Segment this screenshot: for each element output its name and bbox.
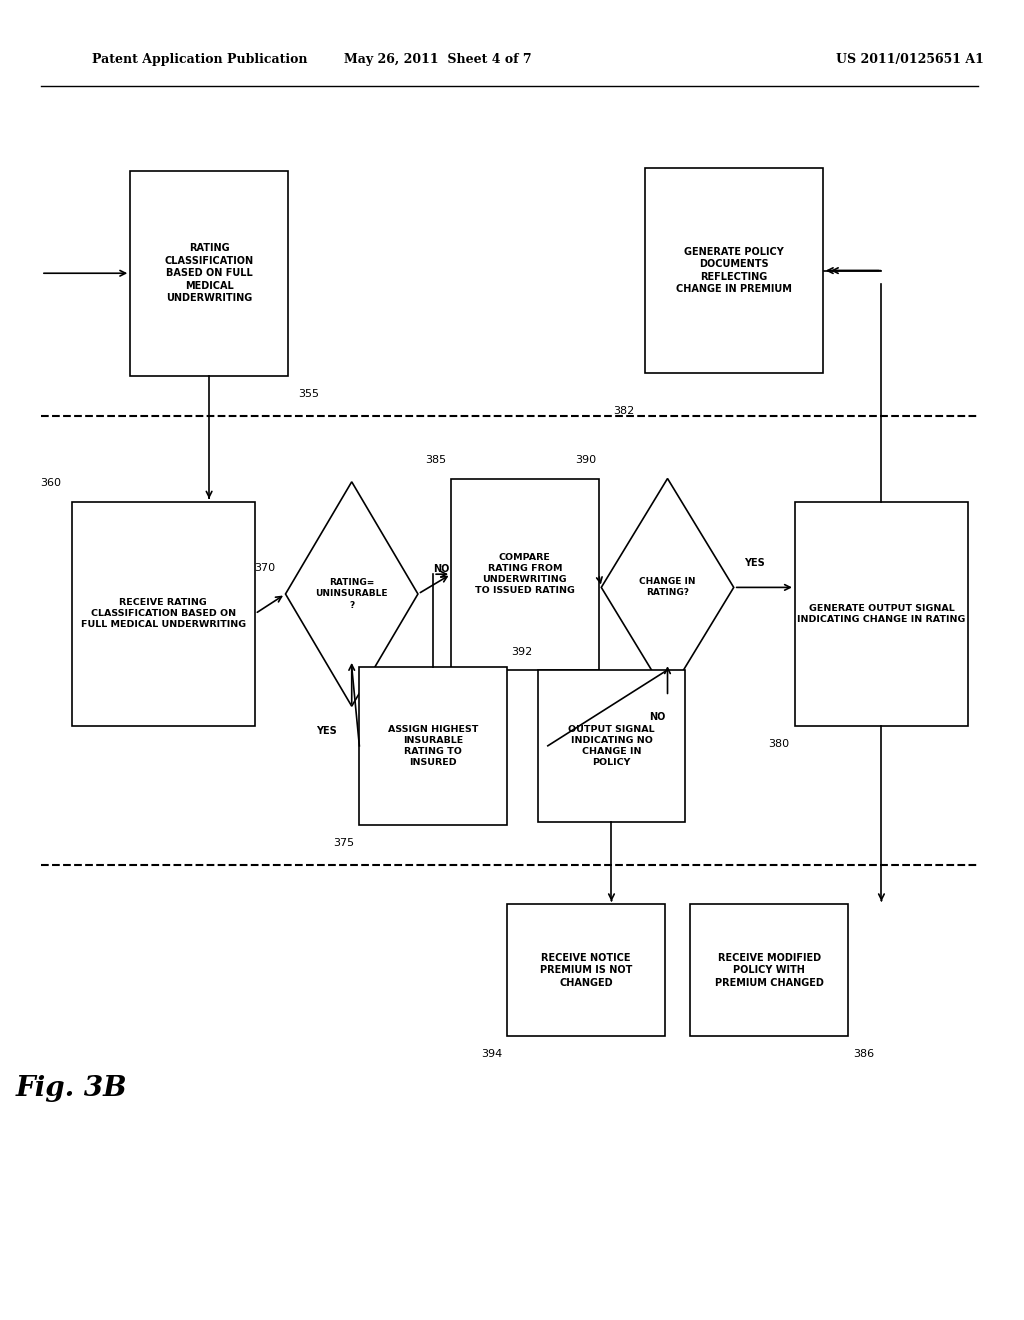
- Text: YES: YES: [315, 726, 337, 737]
- Text: OUTPUT SIGNAL
INDICATING NO
CHANGE IN
POLICY: OUTPUT SIGNAL INDICATING NO CHANGE IN PO…: [568, 725, 654, 767]
- FancyBboxPatch shape: [451, 479, 599, 671]
- Text: 382: 382: [613, 407, 635, 416]
- Text: RATING=
UNINSURABLE
?: RATING= UNINSURABLE ?: [315, 578, 388, 610]
- Text: 386: 386: [853, 1049, 874, 1060]
- Text: Fig. 3B: Fig. 3B: [15, 1076, 127, 1102]
- Text: 392: 392: [511, 647, 532, 657]
- FancyBboxPatch shape: [690, 904, 848, 1036]
- Text: RECEIVE RATING
CLASSIFICATION BASED ON
FULL MEDICAL UNDERWRITING: RECEIVE RATING CLASSIFICATION BASED ON F…: [81, 598, 246, 630]
- Text: GENERATE POLICY
DOCUMENTS
REFLECTING
CHANGE IN PREMIUM: GENERATE POLICY DOCUMENTS REFLECTING CHA…: [676, 247, 792, 294]
- FancyBboxPatch shape: [72, 502, 255, 726]
- Polygon shape: [286, 482, 418, 706]
- Text: 360: 360: [40, 478, 61, 488]
- Text: ASSIGN HIGHEST
INSURABLE
RATING TO
INSURED: ASSIGN HIGHEST INSURABLE RATING TO INSUR…: [388, 725, 478, 767]
- FancyBboxPatch shape: [359, 667, 507, 825]
- FancyBboxPatch shape: [795, 502, 968, 726]
- Text: YES: YES: [743, 557, 765, 568]
- FancyBboxPatch shape: [538, 671, 685, 821]
- Text: NO: NO: [649, 713, 666, 722]
- Text: 370: 370: [254, 562, 275, 573]
- FancyBboxPatch shape: [644, 168, 823, 372]
- Text: COMPARE
RATING FROM
UNDERWRITING
TO ISSUED RATING: COMPARE RATING FROM UNDERWRITING TO ISSU…: [475, 553, 574, 595]
- Text: US 2011/0125651 A1: US 2011/0125651 A1: [836, 53, 983, 66]
- Text: GENERATE OUTPUT SIGNAL
INDICATING CHANGE IN RATING: GENERATE OUTPUT SIGNAL INDICATING CHANGE…: [798, 603, 966, 624]
- Text: May 26, 2011  Sheet 4 of 7: May 26, 2011 Sheet 4 of 7: [344, 53, 532, 66]
- Text: 390: 390: [575, 455, 596, 465]
- Polygon shape: [601, 478, 734, 697]
- Text: 375: 375: [333, 838, 354, 849]
- FancyBboxPatch shape: [130, 170, 288, 375]
- FancyBboxPatch shape: [507, 904, 665, 1036]
- Text: RECEIVE MODIFIED
POLICY WITH
PREMIUM CHANGED: RECEIVE MODIFIED POLICY WITH PREMIUM CHA…: [715, 953, 824, 987]
- Text: NO: NO: [433, 564, 450, 574]
- Text: CHANGE IN
RATING?: CHANGE IN RATING?: [639, 577, 695, 598]
- Text: RATING
CLASSIFICATION
BASED ON FULL
MEDICAL
UNDERWRITING: RATING CLASSIFICATION BASED ON FULL MEDI…: [165, 243, 254, 304]
- Text: Patent Application Publication: Patent Application Publication: [92, 53, 307, 66]
- Text: 355: 355: [298, 388, 319, 399]
- Text: RECEIVE NOTICE
PREMIUM IS NOT
CHANGED: RECEIVE NOTICE PREMIUM IS NOT CHANGED: [540, 953, 632, 987]
- Text: 380: 380: [769, 739, 790, 750]
- Text: 394: 394: [480, 1049, 502, 1060]
- Text: 385: 385: [425, 455, 445, 466]
